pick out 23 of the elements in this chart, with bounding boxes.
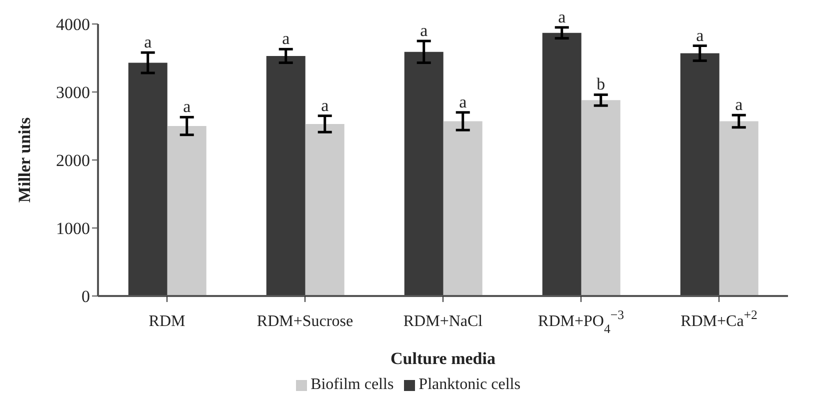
y-tick-label: 3000: [56, 83, 90, 102]
annotation: a: [420, 21, 428, 40]
annotation: a: [144, 32, 152, 52]
legend-label: Planktonic cells: [418, 376, 520, 393]
y-axis-title: Miller units: [15, 117, 34, 203]
y-tick-label: 4000: [56, 15, 90, 34]
annotation: a: [735, 95, 744, 114]
x-tick-label: RDM+Sucrose: [256, 313, 354, 330]
annotation: a: [183, 97, 192, 116]
y-tick-label: 2000: [56, 151, 90, 170]
annotation: b: [596, 74, 606, 94]
y-tick-label: 1000: [56, 219, 90, 238]
x-axis-title: Culture media: [390, 349, 496, 368]
annotation: a: [321, 96, 330, 115]
annotation: a: [696, 26, 704, 45]
annotation: a: [558, 7, 566, 26]
annotation: a: [282, 29, 290, 48]
x-tick-label: RDM+Ca$^{+2}$: [680, 308, 758, 330]
x-tick-label: RDM: [148, 313, 186, 330]
x-tick-label: RDM+NaCl: [403, 313, 484, 330]
annotation: a: [459, 92, 468, 112]
y-tick-label: 0: [82, 287, 90, 306]
legend-label: Biofilm cells: [310, 376, 394, 393]
